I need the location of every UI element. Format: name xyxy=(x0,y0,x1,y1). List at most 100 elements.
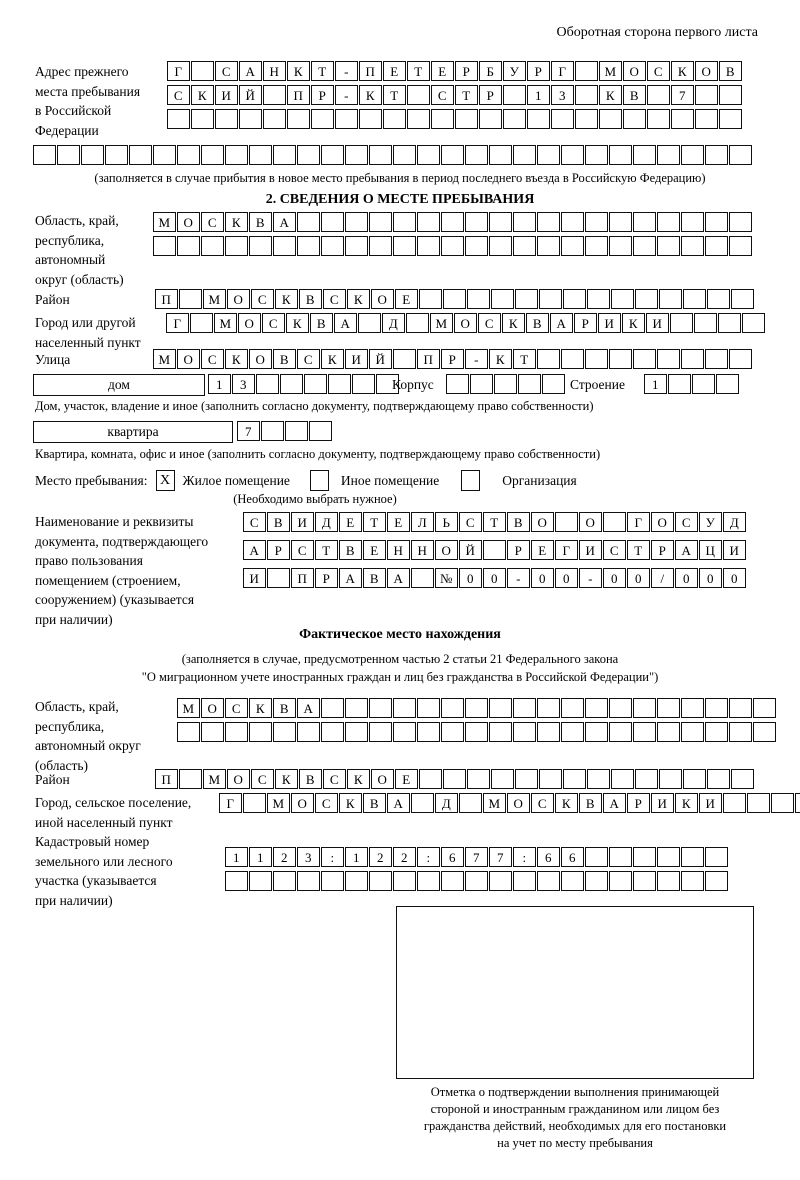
char-cell[interactable]: Й xyxy=(459,540,482,560)
char-cell[interactable]: Г xyxy=(167,61,190,81)
char-cell[interactable]: А xyxy=(675,540,698,560)
char-cell[interactable] xyxy=(635,769,658,789)
prev-address-row-4[interactable] xyxy=(33,145,752,165)
char-cell[interactable]: А xyxy=(239,61,262,81)
char-cell[interactable]: 0 xyxy=(627,568,650,588)
char-cell[interactable] xyxy=(671,109,694,129)
char-cell[interactable] xyxy=(431,109,454,129)
char-cell[interactable] xyxy=(657,698,680,718)
char-cell[interactable] xyxy=(263,85,286,105)
char-cell[interactable] xyxy=(489,145,512,165)
char-cell[interactable]: И xyxy=(291,512,314,532)
char-cell[interactable] xyxy=(585,698,608,718)
char-cell[interactable] xyxy=(297,145,320,165)
char-cell[interactable]: И xyxy=(345,349,368,369)
char-cell[interactable]: Т xyxy=(407,61,430,81)
char-cell[interactable] xyxy=(376,374,399,394)
char-cell[interactable] xyxy=(585,145,608,165)
char-cell[interactable] xyxy=(393,722,416,742)
char-cell[interactable]: Г xyxy=(555,540,578,560)
char-cell[interactable]: 7 xyxy=(465,847,488,867)
char-cell[interactable]: 3 xyxy=(551,85,574,105)
char-cell[interactable]: К xyxy=(275,289,298,309)
char-cell[interactable]: К xyxy=(249,698,272,718)
char-cell[interactable]: К xyxy=(191,85,214,105)
char-cell[interactable]: К xyxy=(287,61,310,81)
char-cell[interactable] xyxy=(659,769,682,789)
char-cell[interactable]: К xyxy=(286,313,309,333)
char-cell[interactable] xyxy=(670,313,693,333)
char-cell[interactable]: К xyxy=(359,85,382,105)
char-cell[interactable]: П xyxy=(417,349,440,369)
char-cell[interactable] xyxy=(681,871,704,891)
char-cell[interactable] xyxy=(635,289,658,309)
char-cell[interactable] xyxy=(537,698,560,718)
char-cell[interactable] xyxy=(537,722,560,742)
char-cell[interactable]: К xyxy=(225,349,248,369)
char-cell[interactable] xyxy=(411,793,434,813)
char-cell[interactable] xyxy=(707,289,730,309)
char-cell[interactable]: - xyxy=(335,85,358,105)
char-cell[interactable] xyxy=(249,236,272,256)
char-cell[interactable] xyxy=(623,109,646,129)
char-cell[interactable]: К xyxy=(489,349,512,369)
char-cell[interactable] xyxy=(407,85,430,105)
stay-type-checkbox-organization[interactable] xyxy=(461,470,481,491)
char-cell[interactable]: Д xyxy=(723,512,746,532)
char-cell[interactable] xyxy=(718,313,741,333)
char-cell[interactable] xyxy=(419,769,442,789)
char-cell[interactable] xyxy=(705,236,728,256)
char-cell[interactable]: М xyxy=(214,313,237,333)
char-cell[interactable] xyxy=(729,722,752,742)
char-cell[interactable]: К xyxy=(599,85,622,105)
char-cell[interactable]: Р xyxy=(311,85,334,105)
char-cell[interactable]: 1 xyxy=(527,85,550,105)
char-cell[interactable] xyxy=(191,61,214,81)
char-cell[interactable] xyxy=(179,289,202,309)
char-cell[interactable] xyxy=(225,871,248,891)
char-cell[interactable]: А xyxy=(387,793,410,813)
char-cell[interactable] xyxy=(446,374,469,394)
char-cell[interactable] xyxy=(633,349,656,369)
char-cell[interactable]: А xyxy=(387,568,410,588)
char-cell[interactable]: А xyxy=(550,313,573,333)
char-cell[interactable] xyxy=(267,568,290,588)
char-cell[interactable]: Р xyxy=(651,540,674,560)
char-cell[interactable]: А xyxy=(297,698,320,718)
char-cell[interactable] xyxy=(393,212,416,232)
char-cell[interactable] xyxy=(81,145,104,165)
char-cell[interactable]: 6 xyxy=(441,847,464,867)
char-cell[interactable] xyxy=(491,769,514,789)
stay-type-checkbox-residential[interactable]: X xyxy=(155,470,175,491)
char-cell[interactable] xyxy=(681,145,704,165)
char-cell[interactable] xyxy=(729,145,752,165)
char-cell[interactable] xyxy=(345,145,368,165)
char-cell[interactable] xyxy=(225,145,248,165)
char-cell[interactable]: А xyxy=(243,540,266,560)
char-cell[interactable]: М xyxy=(203,769,226,789)
char-cell[interactable] xyxy=(657,236,680,256)
char-cell[interactable]: М xyxy=(153,349,176,369)
char-cell[interactable]: А xyxy=(339,568,362,588)
char-cell[interactable] xyxy=(609,722,632,742)
char-cell[interactable]: А xyxy=(273,212,296,232)
char-cell[interactable] xyxy=(633,145,656,165)
char-cell[interactable] xyxy=(585,871,608,891)
char-cell[interactable]: В xyxy=(273,698,296,718)
char-cell[interactable] xyxy=(105,145,128,165)
char-cell[interactable]: Й xyxy=(369,349,392,369)
char-cell[interactable] xyxy=(515,769,538,789)
char-cell[interactable] xyxy=(321,212,344,232)
char-cell[interactable] xyxy=(537,212,560,232)
char-cell[interactable]: Е xyxy=(431,61,454,81)
char-cell[interactable] xyxy=(393,236,416,256)
char-cell[interactable] xyxy=(561,871,584,891)
char-cell[interactable]: С xyxy=(225,698,248,718)
char-cell[interactable] xyxy=(513,236,536,256)
char-cell[interactable] xyxy=(321,722,344,742)
char-cell[interactable] xyxy=(729,236,752,256)
char-cell[interactable] xyxy=(489,236,512,256)
char-cell[interactable] xyxy=(369,212,392,232)
